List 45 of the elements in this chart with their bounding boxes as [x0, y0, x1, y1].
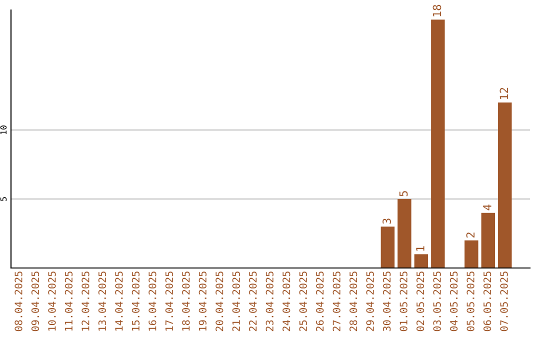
bar — [380, 226, 395, 268]
y-tick-label: 10 — [0, 126, 7, 134]
x-tick-label: 02.05.2025 — [416, 272, 424, 332]
data-label: 4 — [483, 204, 492, 210]
x-tick-label: 23.04.2025 — [266, 272, 274, 332]
x-tick-label: 12.04.2025 — [82, 272, 90, 331]
x-tick-label: 14.04.2025 — [115, 272, 123, 331]
x-tick-label: 17.04.2025 — [165, 272, 174, 331]
x-tick-label: 30.04.2025 — [382, 272, 391, 332]
data-label: 1 — [416, 246, 424, 251]
x-tick-label: 10.04.2025 — [48, 272, 56, 331]
x-tick-label: 28.04.2025 — [350, 272, 358, 332]
bar — [464, 240, 478, 268]
x-tick-label: 01.05.2025 — [400, 272, 408, 332]
x-tick-label: 16.04.2025 — [148, 272, 156, 331]
x-tick-label: 24.04.2025 — [282, 272, 290, 332]
x-tick-label: 03.05.2025 — [433, 272, 441, 332]
data-label: 18 — [432, 4, 442, 16]
x-tick-label: 06.05.2025 — [483, 272, 492, 332]
data-label: 12 — [500, 88, 508, 100]
bar — [414, 254, 428, 268]
bar — [398, 199, 412, 268]
bar — [498, 102, 512, 268]
data-label: 5 — [399, 191, 408, 196]
x-tick-label: 26.04.2025 — [316, 272, 324, 332]
bar — [481, 212, 496, 268]
x-tick-label: 22.04.2025 — [249, 272, 257, 332]
x-tick-label: 27.04.2025 — [332, 272, 340, 332]
data-label: 3 — [382, 218, 391, 224]
x-tick-label: 11.04.2025 — [64, 272, 73, 331]
x-tick-label: 25.04.2025 — [299, 272, 307, 332]
bar — [431, 20, 445, 268]
x-tick-label: 07.05.2025 — [500, 272, 508, 332]
data-label: 2 — [466, 232, 474, 238]
x-tick-label: 04.05.2025 — [450, 272, 458, 332]
x-tick-label: 09.04.2025 — [31, 272, 40, 332]
x-tick-label: 13.04.2025 — [98, 272, 106, 331]
x-tick-label: 18.04.2025 — [182, 272, 190, 331]
x-tick-label: 29.04.2025 — [366, 272, 374, 332]
x-tick-label: 05.05.2025 — [466, 272, 474, 332]
x-tick-label: 08.04.2025 — [14, 272, 22, 332]
x-tick-label: 15.04.2025 — [132, 272, 140, 331]
x-tick-label: 21.04.2025 — [232, 272, 240, 332]
x-tick-label: 19.04.2025 — [198, 272, 206, 331]
x-tick-label: 20.04.2025 — [216, 272, 224, 332]
